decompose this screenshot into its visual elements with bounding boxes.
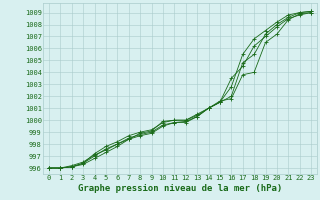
X-axis label: Graphe pression niveau de la mer (hPa): Graphe pression niveau de la mer (hPa) xyxy=(78,184,282,193)
